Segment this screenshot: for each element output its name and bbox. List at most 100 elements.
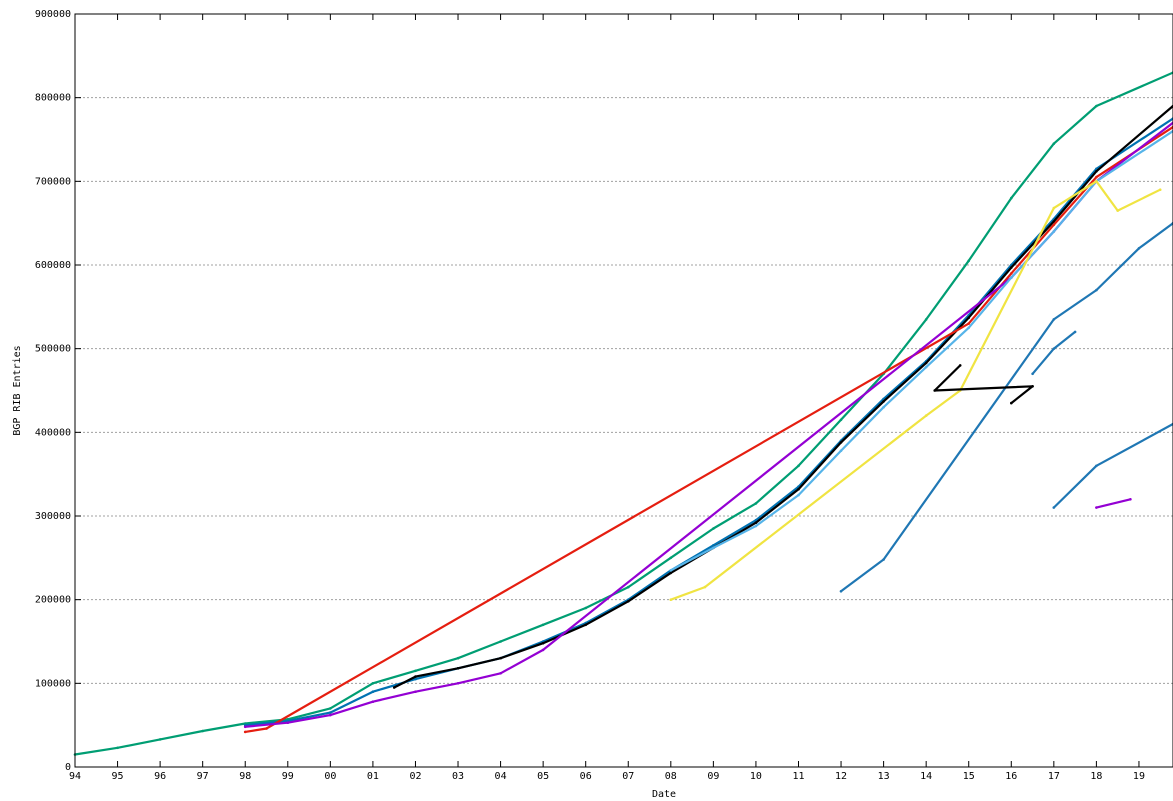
data-point [243,725,247,729]
x-tick-label: 15 [963,771,975,782]
data-point [712,527,715,530]
data-point [1095,506,1098,509]
data-point [265,727,268,730]
data-point [1052,206,1056,210]
data-point [669,556,673,560]
data-point [1052,347,1056,351]
x-tick-label: 11 [792,771,804,782]
data-point [329,713,332,717]
data-series [73,71,1173,756]
data-point [669,569,673,572]
data-point [967,259,970,263]
data-point [1158,188,1162,191]
y-tick-label: 400000 [35,427,71,438]
data-point [1052,230,1056,233]
series-line-2 [393,104,1173,689]
y-axis-label: BGP RIB Entries [12,345,23,435]
data-point [541,648,545,652]
data-point [627,600,630,603]
data-point [1031,385,1034,388]
data-point [703,585,707,589]
series-line-7 [839,222,1173,593]
x-tick-label: 18 [1090,771,1102,782]
y-tick-label: 900000 [35,9,71,20]
data-point [669,598,673,601]
data-point [1073,330,1077,334]
x-tick-label: 95 [112,771,124,782]
data-point [1095,175,1098,179]
series-line-10 [933,364,1034,405]
data-point [754,524,758,528]
x-tick-label: 07 [622,771,634,782]
x-tick-label: 10 [750,771,762,782]
x-tick-label: 12 [835,771,847,782]
x-tick-label: 19 [1133,771,1145,782]
axis-ticks: 0 100000 200000 300000 400000 500000 600000 700… [35,9,1145,782]
series-line-5 [669,130,1173,572]
data-point [839,441,843,444]
y-tick-label: 100000 [35,678,71,689]
x-tick-label: 09 [707,771,719,782]
y-tick-label: 800000 [35,93,71,104]
data-point [371,700,375,703]
data-point [329,711,332,714]
data-point [669,571,673,575]
data-point [392,686,396,689]
data-point [371,690,375,693]
data-point [1052,506,1056,509]
y-tick-label: 500000 [35,344,71,355]
data-point [882,405,885,409]
data-point [584,623,587,627]
x-tick-label: 94 [69,771,81,782]
x-tick-label: 08 [665,771,677,782]
data-point [754,502,758,505]
data-point [541,623,545,627]
x-tick-label: 96 [154,771,166,782]
data-point [329,707,332,710]
x-tick-label: 97 [197,771,209,782]
data-point [1010,266,1013,269]
data-point [1095,464,1098,468]
data-point [1010,196,1013,200]
data-point [797,464,800,468]
data-point [1052,142,1056,145]
x-tick-label: 98 [239,771,251,782]
data-point [712,546,715,550]
data-point [414,690,417,693]
y-tick-label: 600000 [35,260,71,271]
x-tick-label: 00 [324,771,336,782]
data-point [882,400,885,403]
series-line-8 [1052,422,1173,509]
series-line-11 [1031,330,1077,375]
data-point [371,682,375,685]
x-tick-label: 01 [367,771,379,782]
data-point [1010,401,1013,405]
data-point [797,487,800,491]
data-point [882,558,885,561]
data-point [958,364,962,367]
data-point [1031,372,1034,376]
x-tick-label: 14 [920,771,932,782]
x-tick-label: 99 [282,771,294,782]
data-point [797,493,800,497]
data-point [1010,272,1013,275]
x-tick-label: 06 [580,771,592,782]
data-point [584,606,587,610]
data-point [1052,223,1056,227]
data-point [627,585,630,589]
x-tick-label: 13 [878,771,890,782]
data-point [924,318,928,321]
data-point [158,738,162,741]
data-point [1095,288,1098,292]
series-line-0 [73,71,1173,756]
x-tick-label: 16 [1005,771,1017,782]
series-line-4 [244,121,1173,728]
data-point [1095,170,1098,173]
data-point [541,641,545,645]
data-point [414,669,417,673]
data-point [414,677,417,681]
x-axis-label: Date [652,789,676,800]
data-point [1116,209,1119,212]
data-point [1052,318,1056,321]
x-tick-label: 02 [409,771,421,782]
